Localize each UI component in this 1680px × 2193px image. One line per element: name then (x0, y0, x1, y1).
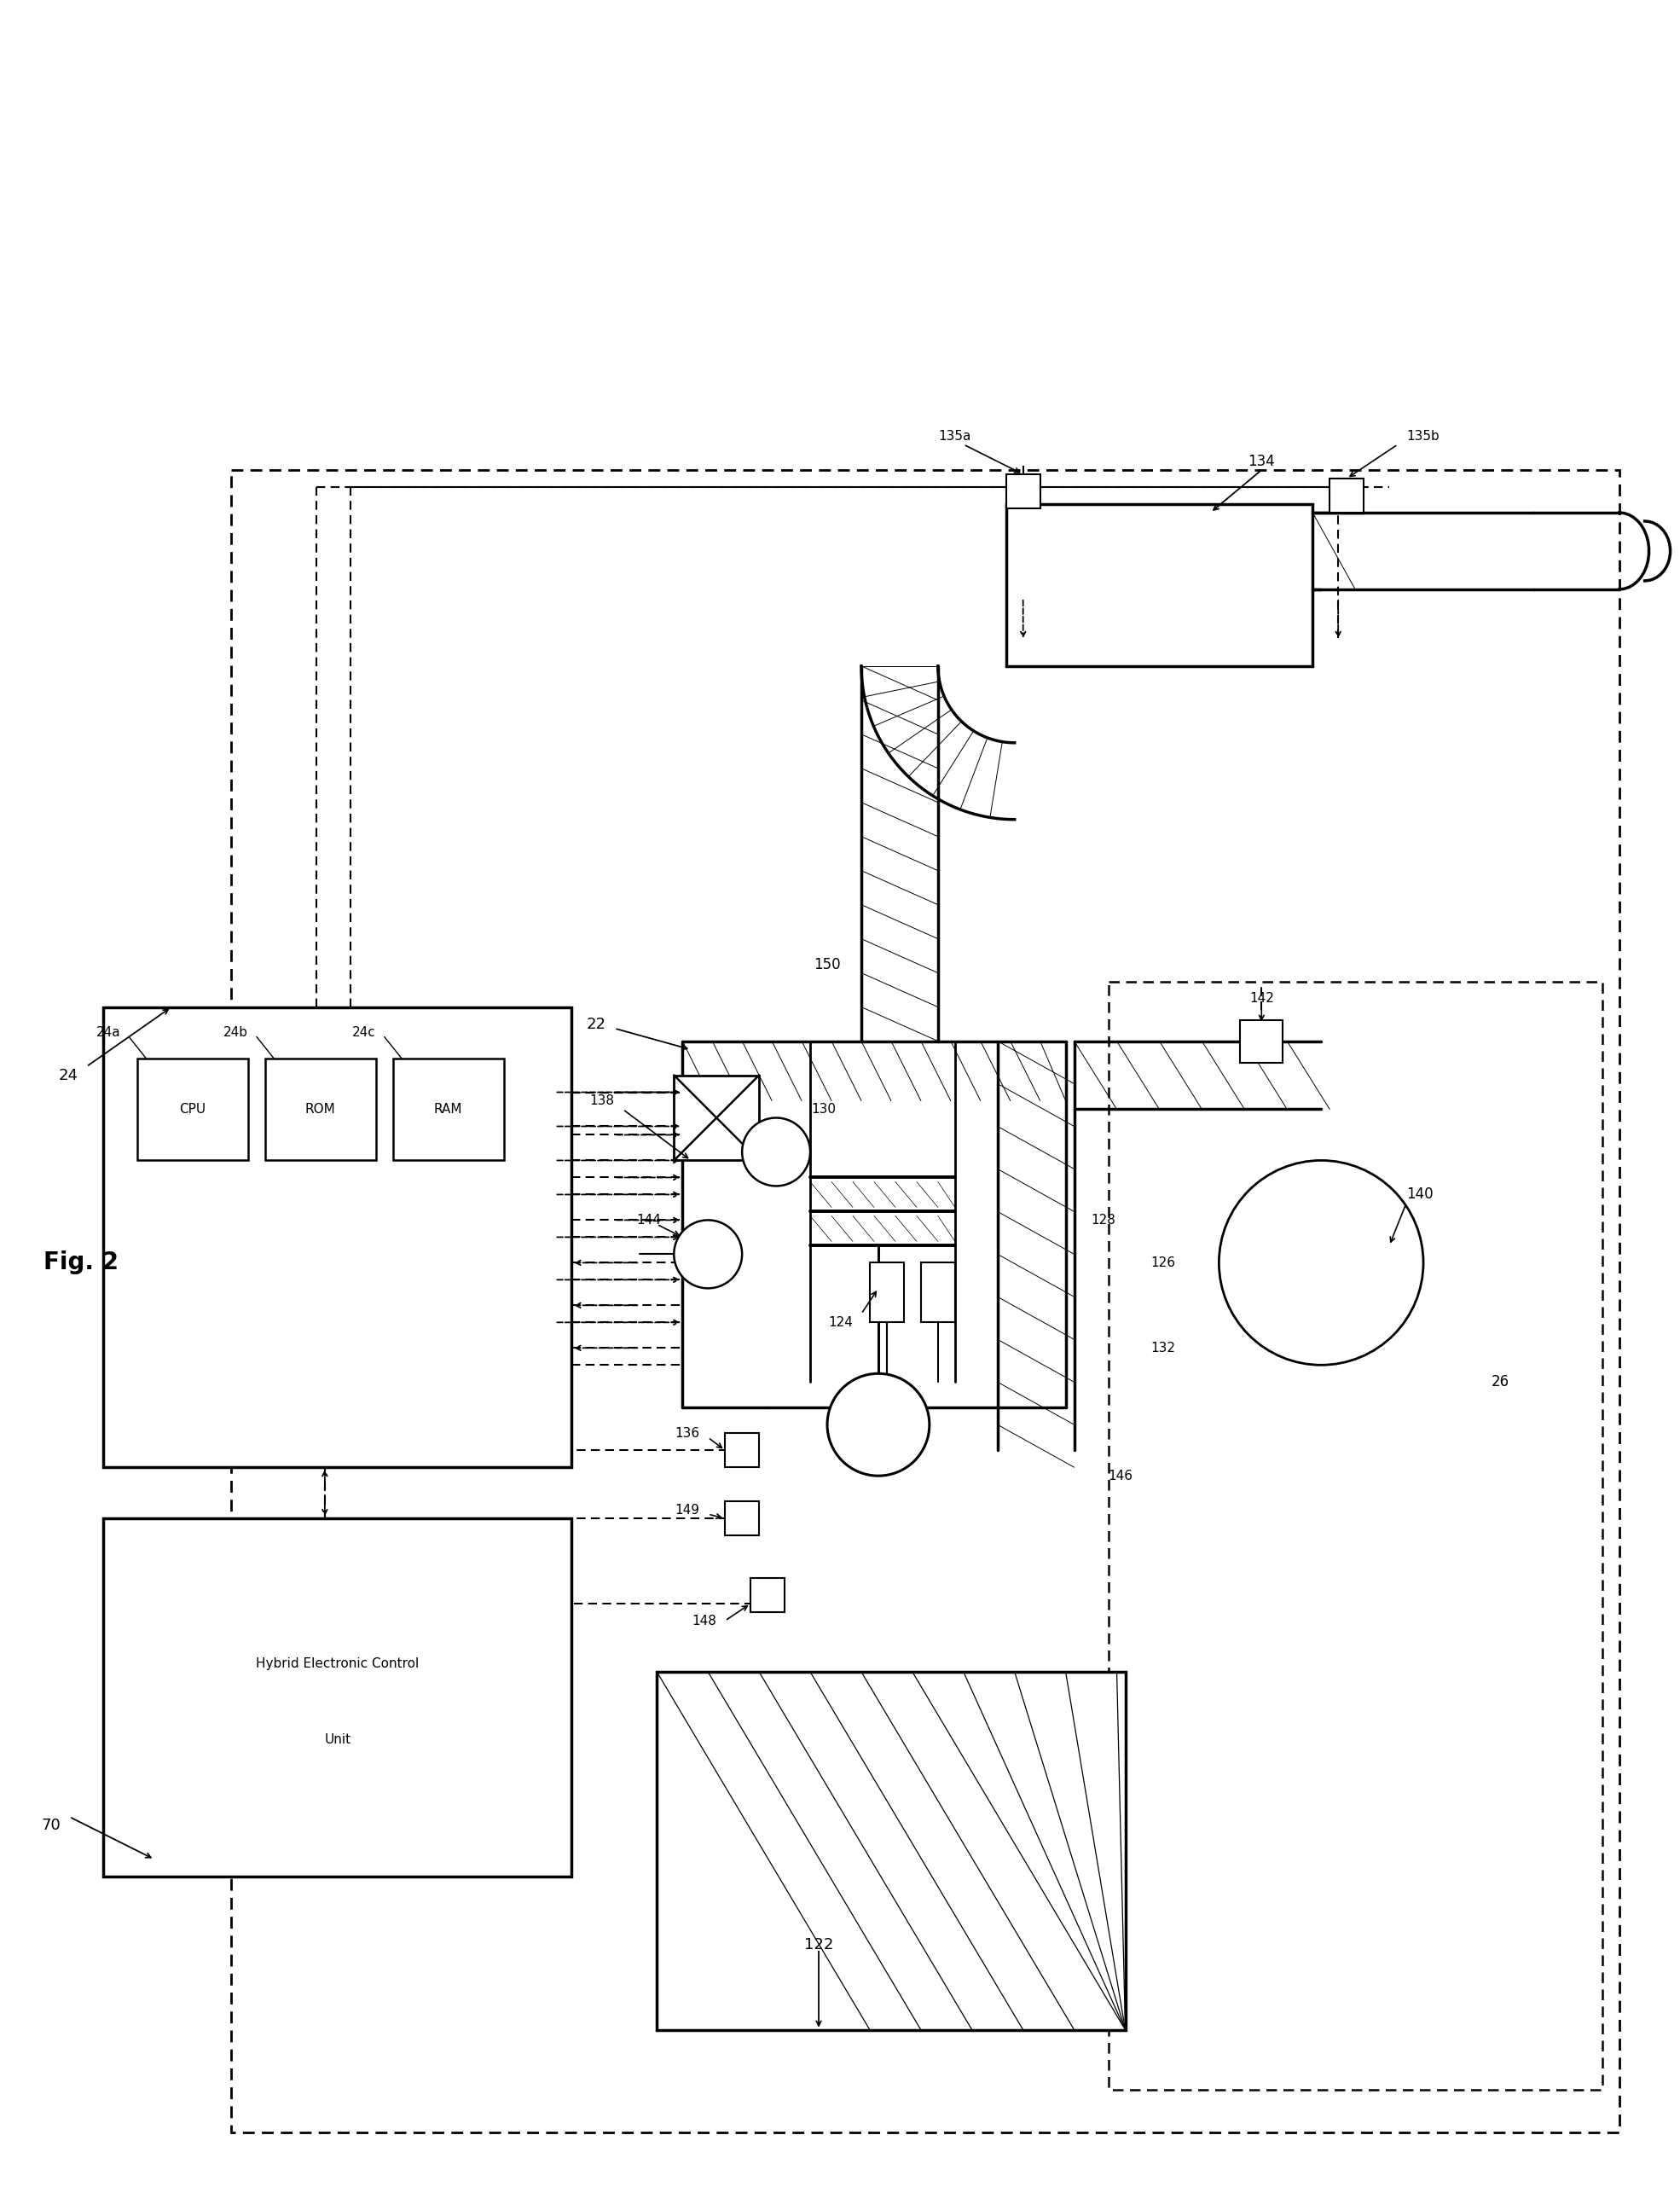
Circle shape (743, 1118, 810, 1186)
Bar (870, 1263, 904, 1322)
Circle shape (674, 1219, 743, 1287)
Text: 70: 70 (42, 1818, 60, 1833)
Bar (265, 1059, 376, 1160)
Text: 135b: 135b (1406, 430, 1440, 443)
Bar (138, 1059, 249, 1160)
Bar (104, 1007, 571, 1467)
Text: 24b: 24b (223, 1026, 249, 1039)
Bar (726, 1434, 759, 1467)
Text: 124: 124 (828, 1316, 853, 1329)
Text: 146: 146 (1109, 1469, 1132, 1482)
Text: 140: 140 (1406, 1186, 1433, 1202)
Text: 149: 149 (675, 1504, 699, 1515)
Text: Unit: Unit (324, 1735, 351, 1746)
Text: 128: 128 (1092, 1213, 1116, 1226)
Bar (726, 1502, 759, 1535)
Text: 150: 150 (813, 956, 840, 971)
Text: 135a: 135a (939, 430, 971, 443)
Bar (1109, 982, 1603, 2090)
Bar (393, 1059, 504, 1160)
Text: 24: 24 (59, 1068, 77, 1083)
Bar (232, 469, 1620, 2132)
Bar (921, 1263, 954, 1322)
Text: CPU: CPU (180, 1103, 207, 1116)
Text: Fig. 2: Fig. 2 (44, 1250, 119, 1274)
Bar (657, 1671, 1126, 2031)
Bar (1006, 504, 1312, 667)
Text: 138: 138 (590, 1094, 615, 1107)
Text: RAM: RAM (433, 1103, 462, 1116)
Bar (1006, 474, 1040, 509)
Bar (674, 1075, 759, 1160)
Circle shape (1220, 1160, 1423, 1364)
Text: 136: 136 (675, 1428, 699, 1439)
Text: 130: 130 (811, 1103, 835, 1116)
Bar (1329, 478, 1364, 513)
Text: 134: 134 (1248, 454, 1275, 469)
Text: 24a: 24a (96, 1026, 121, 1039)
Bar (751, 1579, 785, 1612)
Text: 24c: 24c (353, 1026, 376, 1039)
Bar (104, 1518, 571, 1877)
Text: 22: 22 (586, 1015, 606, 1031)
Text: 142: 142 (1250, 991, 1273, 1004)
Bar (1240, 1020, 1284, 1061)
Text: 132: 132 (1151, 1342, 1176, 1355)
Text: 144: 144 (637, 1213, 660, 1226)
Text: Hybrid Electronic Control: Hybrid Electronic Control (255, 1658, 418, 1669)
Text: 122: 122 (805, 1936, 833, 1952)
Circle shape (827, 1373, 929, 1476)
Text: ROM: ROM (306, 1103, 336, 1116)
Text: 126: 126 (1151, 1257, 1176, 1270)
Text: 26: 26 (1492, 1375, 1510, 1390)
Text: 148: 148 (692, 1614, 716, 1627)
